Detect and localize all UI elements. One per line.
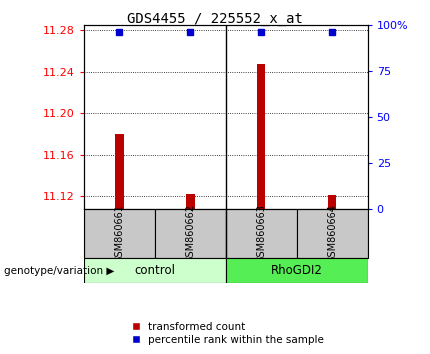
Bar (328, 195, 336, 209)
Bar (257, 64, 265, 209)
Text: GSM860663: GSM860663 (256, 204, 266, 263)
Bar (84, 258, 226, 283)
Text: GSM860662: GSM860662 (185, 204, 195, 263)
Text: GDS4455 / 225552_x_at: GDS4455 / 225552_x_at (127, 12, 303, 27)
Bar (226, 209, 297, 258)
Text: genotype/variation ▶: genotype/variation ▶ (4, 266, 115, 276)
Text: RhoGDI2: RhoGDI2 (271, 264, 322, 277)
Text: GSM860661: GSM860661 (114, 204, 124, 263)
Bar (115, 134, 123, 209)
Bar (297, 209, 368, 258)
Text: GSM860664: GSM860664 (327, 204, 337, 263)
Text: control: control (134, 264, 175, 277)
Bar (155, 209, 226, 258)
Bar (226, 258, 368, 283)
Bar (84, 209, 155, 258)
Legend: transformed count, percentile rank within the sample: transformed count, percentile rank withi… (132, 322, 324, 345)
Bar (186, 194, 194, 209)
